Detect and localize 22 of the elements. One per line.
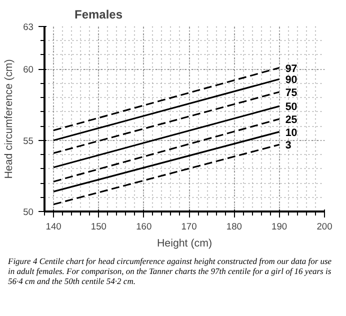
x-tick-label: 180 [226,222,242,232]
x-tick-label: 200 [316,222,332,232]
x-tick-label: 140 [46,222,62,232]
series-label: 3 [285,140,292,152]
series-label: 75 [285,86,298,99]
y-tick-label: 63 [23,22,34,32]
x-tick-label: 170 [181,222,197,232]
series-label: 10 [285,126,298,139]
x-tick-label: 190 [272,222,288,232]
series-label: 97 [285,62,298,75]
caption: Figure 4 Centile chart for head circumference against height constructed from our data for use in adult females. For comparison, on the Tanner charts the 97th centile for a girl of 16 years is 56·4 cm and the 50th centile 54·2 cm. [8,256,333,286]
x-tick-label: 160 [136,222,152,232]
series-label: 25 [285,114,298,126]
y-tick-label: 60 [23,64,34,75]
series-label: 50 [285,101,298,114]
y-tick-label: 55 [23,136,34,146]
chart-title: Females [74,8,123,22]
x-axis-title: Height (cm) [156,238,212,250]
series-label: 90 [285,74,298,86]
y-tick-label: 50 [23,207,34,217]
y-axis-title: Head circumference (cm) [3,59,16,179]
x-tick-label: 150 [90,222,106,232]
